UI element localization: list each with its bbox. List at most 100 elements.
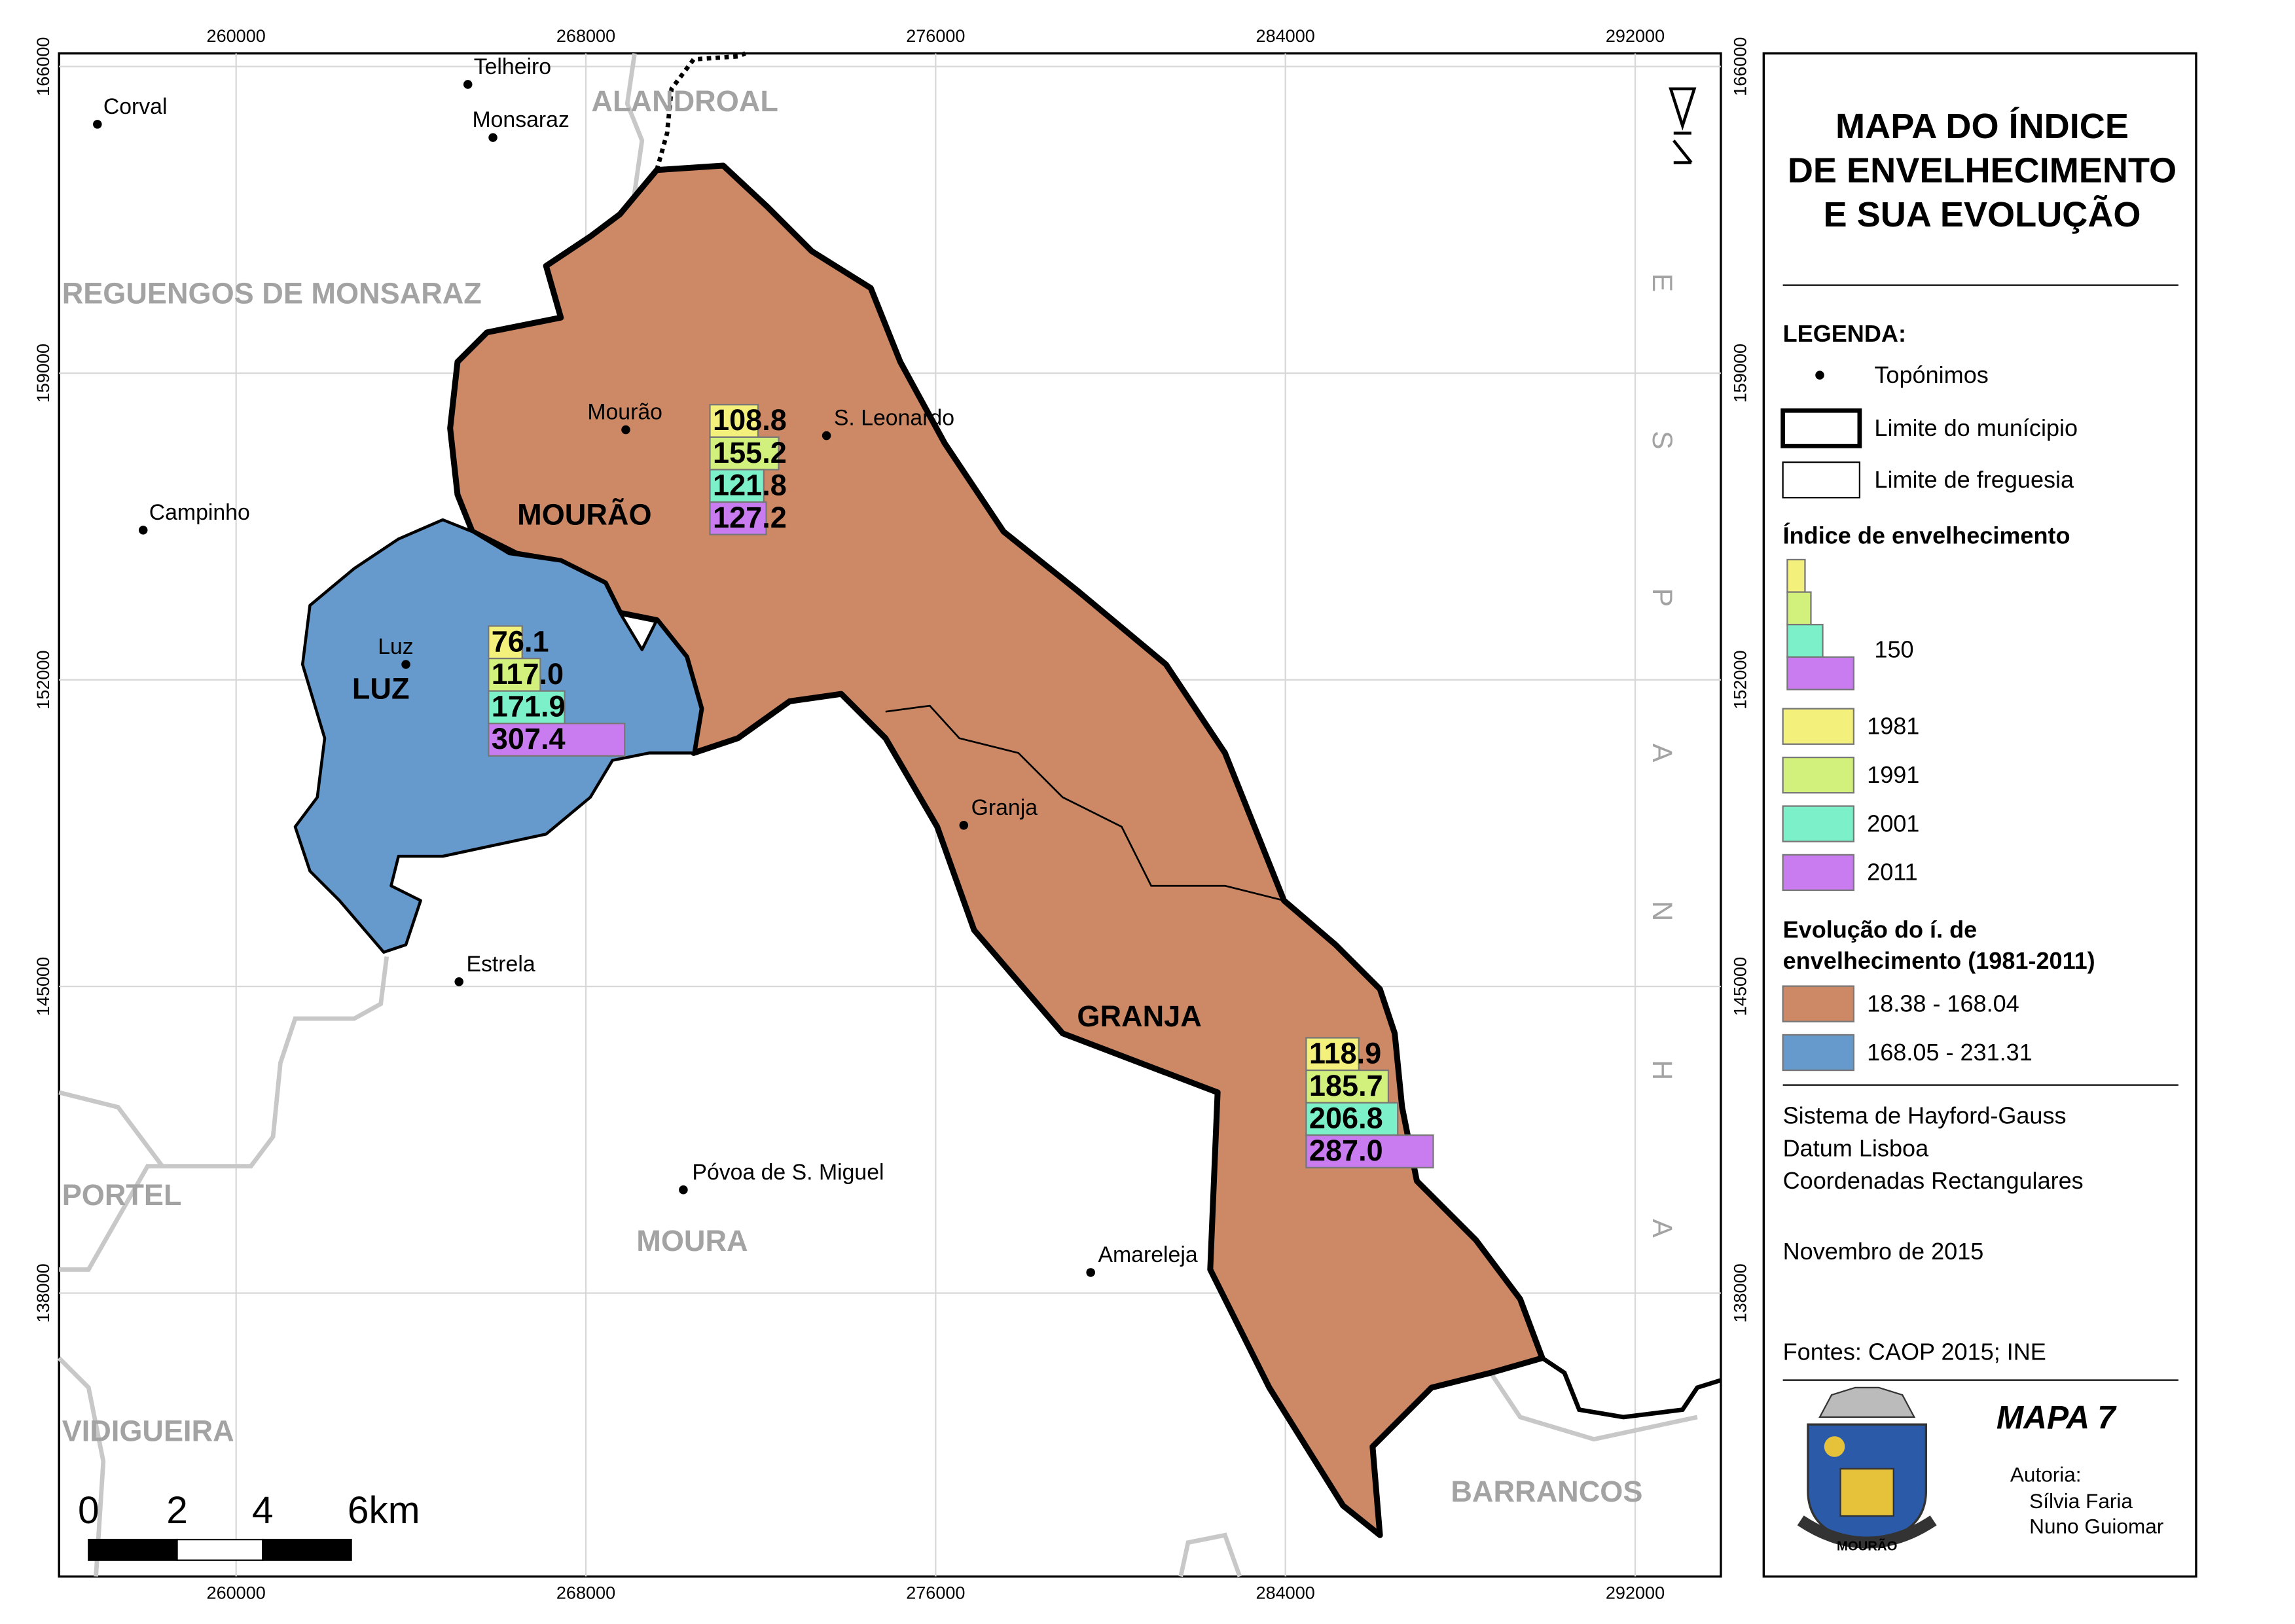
projection: Coordenadas Rectangulares (1783, 1167, 2084, 1194)
region-label: REGUENGOS DE MONSARAZ (62, 276, 482, 310)
region-label: ESPANHA (1646, 274, 1678, 1377)
place-point (679, 1185, 688, 1195)
legend-point (1815, 370, 1824, 380)
index-value: 171.9 (492, 690, 566, 723)
place-point (454, 977, 463, 986)
index-bar (488, 723, 626, 757)
authors-heading: Autoria: (2010, 1462, 2082, 1486)
legend-bars (1786, 558, 1854, 691)
region-label: VIDIGUEIRA (62, 1415, 234, 1448)
index-bar (1305, 1037, 1360, 1072)
index-value: 117.0 (492, 657, 564, 691)
legend-bar (1786, 624, 1824, 658)
crest-sun (1824, 1436, 1845, 1457)
map-number: MAPA 7 (1997, 1399, 2117, 1436)
parish-label: MOURÃO (517, 497, 651, 531)
legend-heading: Índice de envelhecimento (1783, 522, 2070, 549)
y-tick-label: 159000 (33, 344, 53, 403)
boundary (59, 956, 389, 1272)
x-tick-label: 268000 (556, 26, 615, 46)
place-point (959, 821, 969, 830)
scale-label: 4 (252, 1489, 274, 1532)
x-tick-label: 268000 (556, 1583, 615, 1603)
place-label: Campinho (149, 500, 250, 525)
legend-heading: envelhecimento (1981-2011) (1783, 947, 2095, 974)
scale-bar: 0 2 4 6km (78, 1489, 420, 1561)
legend-swatch (1782, 985, 1854, 1022)
index-bar (1305, 1134, 1434, 1169)
place-point (822, 431, 831, 441)
parish-label: GRANJA (1077, 1000, 1201, 1033)
legend-bar (1786, 656, 1854, 691)
legend-swatch (1780, 408, 1862, 448)
place-point (401, 660, 410, 669)
y-tick-label: 152000 (1731, 650, 1750, 709)
place-label: Amareleja (1098, 1242, 1197, 1267)
legend-swatch (1782, 805, 1854, 842)
place-label: Telheiro (474, 54, 551, 79)
north-arrow-glyph (1669, 87, 1697, 164)
y-tick-label: 145000 (33, 957, 53, 1016)
place-point (463, 80, 473, 89)
border-dashed (655, 51, 746, 171)
place-label: S. Leonardo (834, 406, 954, 431)
region-label: ALANDROAL (591, 84, 778, 118)
crest-text: MOURÃO (1837, 1539, 1897, 1554)
index-value: 108.8 (713, 403, 787, 437)
boundary (58, 1090, 164, 1168)
place-label: Estrela (466, 952, 535, 977)
place-label: Granja (971, 795, 1038, 820)
y-tick-label: 159000 (1731, 344, 1750, 403)
region-label: MOURA (636, 1224, 748, 1257)
legend-bar (1786, 558, 1806, 593)
place-point (488, 133, 497, 142)
boundary (1178, 1532, 1242, 1578)
x-tick-label: 276000 (906, 26, 965, 46)
index-value: 155.2 (713, 436, 787, 469)
x-tick-label: 260000 (207, 26, 266, 46)
x-tick-label: 276000 (906, 1583, 965, 1603)
x-tick-label: 260000 (207, 1583, 266, 1603)
index-value: 118.9 (1309, 1036, 1381, 1070)
projection: Sistema de Hayford-Gauss (1783, 1102, 2067, 1129)
legend-label: 1981 (1867, 713, 1919, 740)
index-value: 185.7 (1309, 1069, 1383, 1102)
projection: Datum Lisboa (1783, 1134, 1929, 1161)
index-bar (488, 657, 541, 692)
date: Novembro de 2015 (1783, 1238, 1984, 1265)
x-tick-label: 284000 (1256, 26, 1315, 46)
parish-label: LUZ (352, 672, 410, 706)
index-value: 206.8 (1309, 1102, 1383, 1135)
legend-heading: LEGENDA: (1783, 320, 1906, 347)
author: Sílvia Faria (2029, 1489, 2133, 1513)
parish-boundary (885, 704, 1284, 902)
legend-label: Topónimos (1874, 361, 1988, 388)
legend-label: 168.05 - 231.31 (1867, 1039, 2033, 1066)
place-label: Luz (378, 634, 414, 659)
crest-crown (1818, 1386, 1916, 1418)
y-tick-label: 166000 (1731, 37, 1750, 96)
neighbour-boundaries (57, 53, 1698, 1578)
title: E SUA EVOLUÇÃO (1823, 195, 2141, 234)
x-tick-label: 284000 (1256, 1583, 1315, 1603)
y-tick-label: 152000 (33, 650, 53, 709)
sources: Fontes: CAOP 2015; INE (1783, 1338, 2046, 1365)
y-tick-label: 138000 (1731, 1263, 1750, 1322)
legend-classes: 18.38 - 168.04 168.05 - 231.31 (1782, 985, 2033, 1072)
scale-segment (176, 1538, 264, 1561)
y-tick-label: 166000 (33, 37, 53, 96)
border (1541, 1356, 1722, 1420)
x-tick-label: 292000 (1606, 1583, 1665, 1603)
index-bar (1305, 1102, 1399, 1136)
place-point (138, 526, 148, 535)
legend-bar (1786, 591, 1812, 626)
place-point (621, 425, 630, 435)
legend-swatch (1782, 854, 1854, 892)
scale-label: 2 (166, 1489, 188, 1532)
place-label: Corval (103, 94, 168, 119)
boundary (57, 1356, 106, 1577)
index-value: 287.0 (1309, 1134, 1383, 1167)
